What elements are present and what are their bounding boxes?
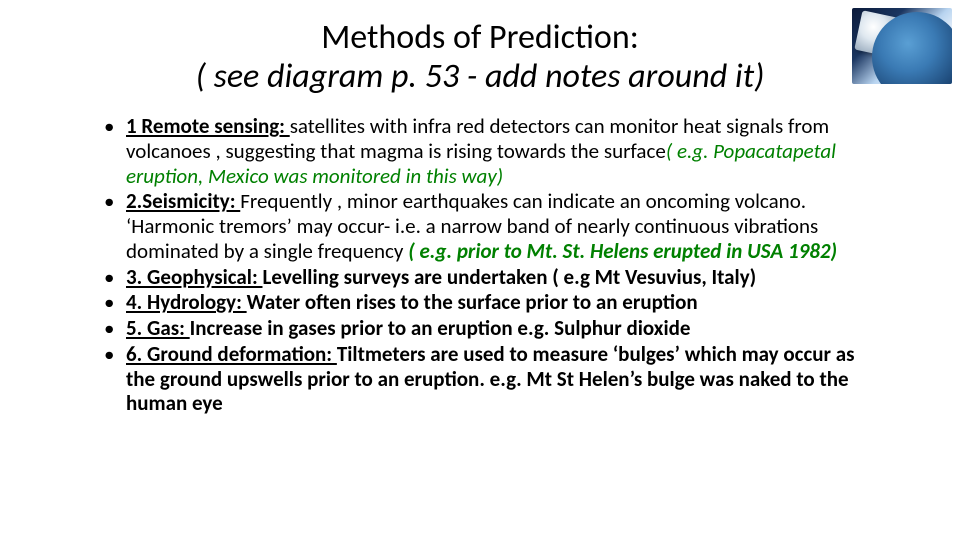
bullet-list: 1 Remote sensing: satellites with infra … [98, 114, 888, 416]
slide-title: Methods of Prediction: ( see diagram p. … [0, 18, 960, 96]
bullet-item-1: 1 Remote sensing: satellites with infra … [98, 114, 888, 188]
title-line-2: ( see diagram p. 53 - add notes around i… [0, 57, 960, 96]
title-line-1: Methods of Prediction: [0, 18, 960, 57]
bullet-item-5: 5. Gas: Increase in gases prior to an er… [98, 316, 888, 341]
bullet-text: Levelling surveys are undertaken ( e.g M… [262, 264, 756, 290]
bullet-example: ( e.g. prior to Mt. St. Helens erupted i… [408, 238, 837, 264]
bullet-lead: 1 Remote sensing: [126, 113, 290, 139]
bullet-lead: 4. Hydrology: [126, 289, 247, 315]
slide: Methods of Prediction: ( see diagram p. … [0, 0, 960, 540]
bullet-item-3: 3. Geophysical: Levelling surveys are un… [98, 265, 888, 290]
slide-body: 1 Remote sensing: satellites with infra … [98, 114, 888, 417]
bullet-lead: 2.Seismicity: [126, 188, 240, 214]
bullet-item-4: 4. Hydrology: Water often rises to the s… [98, 290, 888, 315]
bullet-text: Increase in gases prior to an eruption e… [190, 315, 691, 341]
bullet-text: Water often rises to the surface prior t… [247, 289, 698, 315]
bullet-item-2: 2.Seismicity: Frequently , minor earthqu… [98, 189, 888, 263]
bullet-lead: 5. Gas: [126, 315, 190, 341]
bullet-lead: 3. Geophysical: [126, 264, 262, 290]
bullet-item-6: 6. Ground deformation: Tiltmeters are us… [98, 342, 888, 416]
bullet-lead: 6. Ground deformation: [126, 341, 337, 367]
